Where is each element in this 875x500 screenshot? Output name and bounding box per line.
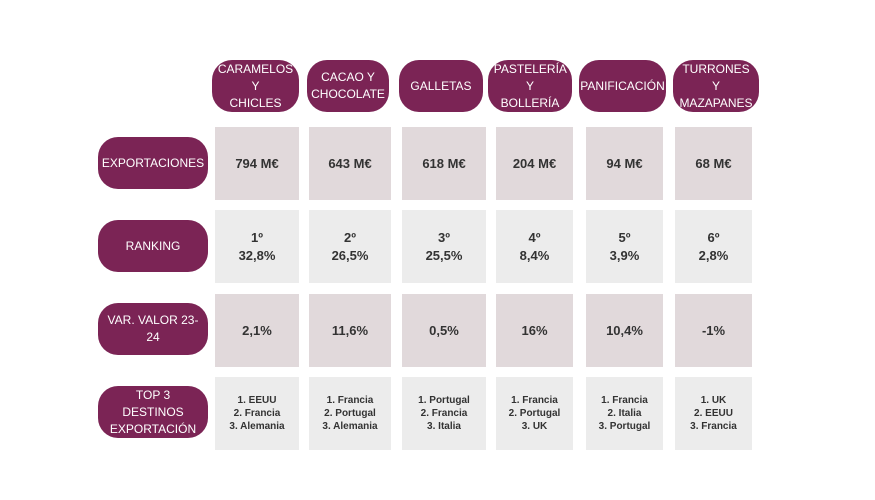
cell-rank-panificacion: 5º 3,9% xyxy=(586,210,663,283)
cell-rank-turrones: 6º 2,8% xyxy=(675,210,752,283)
cell-rank-pasteleria: 4º 8,4% xyxy=(496,210,573,283)
cell-dest-turrones: 1. UK 2. EEUU 3. Francia xyxy=(675,377,752,450)
cell-var-galletas: 0,5% xyxy=(402,294,486,367)
cell-dest-cacao: 1. Francia 2. Portugal 3. Alemania xyxy=(309,377,391,450)
cell-var-cacao: 11,6% xyxy=(309,294,391,367)
cell-rank-galletas: 3º 25,5% xyxy=(402,210,486,283)
col-header-cacao: CACAO Y CHOCOLATE xyxy=(307,60,389,112)
cell-var-turrones: -1% xyxy=(675,294,752,367)
cell-export-caramelos: 794 M€ xyxy=(215,127,299,200)
col-header-turrones: TURRONES Y MAZAPANES xyxy=(673,60,759,112)
cell-var-panificacion: 10,4% xyxy=(586,294,663,367)
cell-export-galletas: 618 M€ xyxy=(402,127,486,200)
cell-export-pasteleria: 204 M€ xyxy=(496,127,573,200)
cell-rank-caramelos: 1º 32,8% xyxy=(215,210,299,283)
cell-rank-cacao: 2º 26,5% xyxy=(309,210,391,283)
row-label-ranking: RANKING xyxy=(98,220,208,272)
cell-dest-panificacion: 1. Francia 2. Italia 3. Portugal xyxy=(586,377,663,450)
cell-export-panificacion: 94 M€ xyxy=(586,127,663,200)
cell-dest-galletas: 1. Portugal 2. Francia 3. Italia xyxy=(402,377,486,450)
row-label-exportaciones: EXPORTACIONES xyxy=(98,137,208,189)
row-label-variacion: VAR. VALOR 23-24 xyxy=(98,303,208,355)
cell-var-caramelos: 2,1% xyxy=(215,294,299,367)
cell-export-turrones: 68 M€ xyxy=(675,127,752,200)
col-header-panificacion: PANIFICACIÓN xyxy=(579,60,666,112)
cell-export-cacao: 643 M€ xyxy=(309,127,391,200)
col-header-pasteleria: PASTELERÍA Y BOLLERÍA xyxy=(488,60,572,112)
col-header-galletas: GALLETAS xyxy=(399,60,483,112)
cell-dest-pasteleria: 1. Francia 2. Portugal 3. UK xyxy=(496,377,573,450)
col-header-caramelos: CARAMELOS Y CHICLES xyxy=(212,60,299,112)
row-label-destinos: TOP 3 DESTINOS EXPORTACIÓN xyxy=(98,386,208,438)
cell-dest-caramelos: 1. EEUU 2. Francia 3. Alemania xyxy=(215,377,299,450)
cell-var-pasteleria: 16% xyxy=(496,294,573,367)
